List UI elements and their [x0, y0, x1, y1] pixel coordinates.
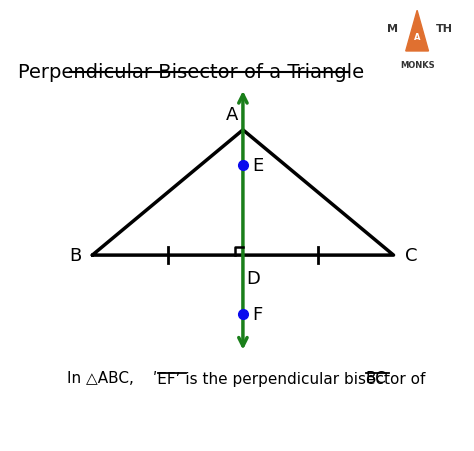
Text: TH: TH — [436, 24, 453, 34]
Text: In △ABC,: In △ABC, — [66, 370, 143, 385]
Text: E: E — [252, 156, 264, 174]
Text: D: D — [246, 269, 261, 287]
Text: A: A — [226, 106, 238, 124]
Text: F: F — [252, 306, 262, 323]
Text: B: B — [69, 247, 82, 265]
Text: ʹEFʼ is the perpendicular bisector of: ʹEFʼ is the perpendicular bisector of — [153, 370, 430, 386]
Text: MONKS: MONKS — [400, 61, 435, 70]
Text: BC: BC — [366, 370, 387, 385]
Polygon shape — [406, 11, 428, 52]
Text: A: A — [414, 32, 420, 41]
Text: C: C — [405, 247, 417, 265]
Text: M: M — [387, 24, 398, 34]
Text: Perpendicular Bisector of a Triangle: Perpendicular Bisector of a Triangle — [18, 63, 365, 82]
